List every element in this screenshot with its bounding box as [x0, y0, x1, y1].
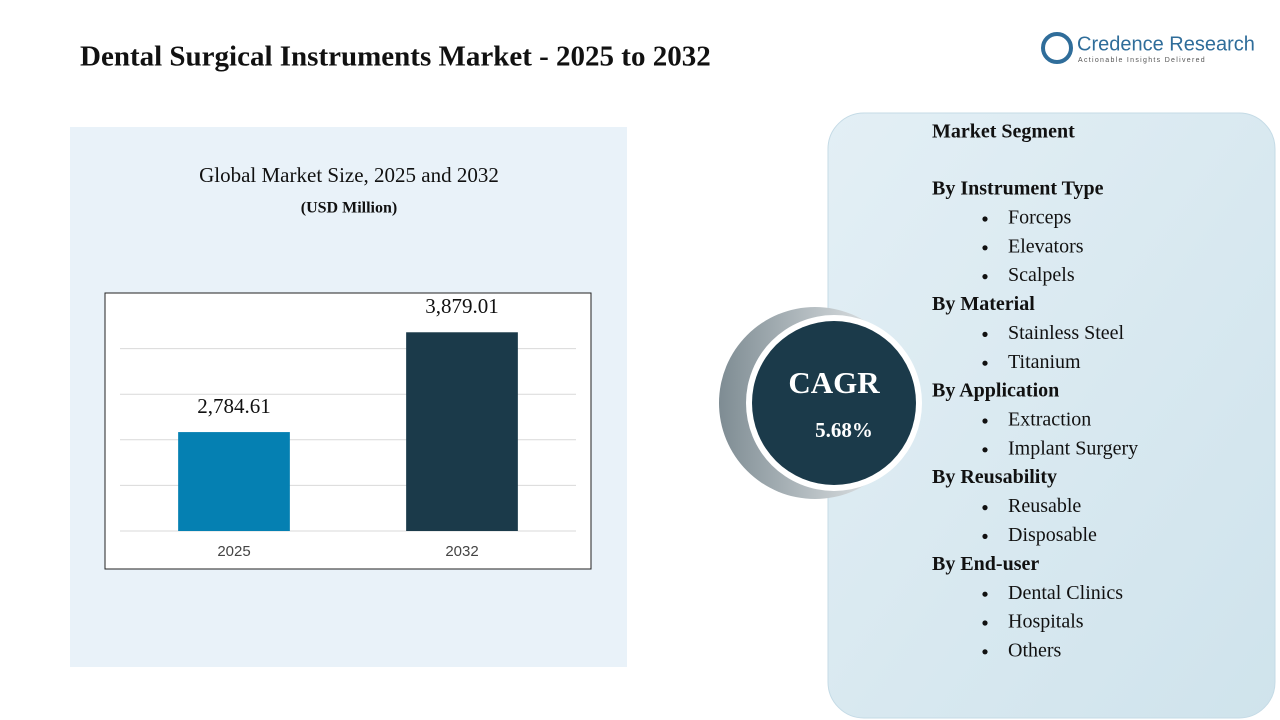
segment-item: Stainless Steel	[1008, 322, 1125, 344]
logo-name: Credence Research	[1077, 33, 1255, 55]
bullet	[982, 418, 988, 424]
bullet	[982, 505, 988, 511]
segment-group: By Application	[932, 380, 1059, 402]
bullet	[982, 245, 988, 251]
segment-title: Market Segment	[932, 121, 1075, 143]
cagr-circle	[752, 321, 916, 485]
bullet	[982, 274, 988, 280]
logo: Credence Research Actionable Insights De…	[1041, 32, 1255, 64]
bullet	[982, 620, 988, 626]
x-tick-label: 2025	[217, 543, 250, 560]
segment-item: Dental Clinics	[1008, 582, 1123, 604]
bullet	[982, 360, 988, 366]
segment-item: Reusable	[1008, 495, 1081, 517]
segment-item: Elevators	[1008, 235, 1084, 257]
chart-title: Global Market Size, 2025 and 2032	[199, 163, 499, 187]
logo-tagline: Actionable Insights Delivered	[1078, 57, 1206, 64]
chart-subtitle: (USD Million)	[301, 200, 397, 217]
segment-item: Titanium	[1008, 351, 1081, 373]
bullet	[982, 649, 988, 655]
x-tick-label: 2032	[445, 543, 478, 560]
segment-group: By End-user	[932, 553, 1039, 575]
chart-frame	[104, 292, 592, 570]
segment-list: Market Segment By Instrument Type Forceps E…	[932, 121, 1138, 662]
cagr-label: CAGR	[788, 365, 880, 400]
bullet	[982, 533, 988, 540]
segment-item: Scalpels	[1008, 264, 1075, 286]
plot: 2,784.61 2025 3,879.01 2032	[120, 294, 576, 560]
segment-group: By Reusability	[932, 466, 1057, 488]
segment-item: Disposable	[1008, 524, 1097, 546]
bullet	[982, 591, 988, 597]
value-label: 2,784.61	[197, 394, 271, 418]
segment-group: By Instrument Type	[932, 178, 1104, 200]
bullet	[982, 216, 988, 222]
bar	[178, 432, 290, 531]
segment-item: Hospitals	[1008, 611, 1084, 633]
segment-item: Forceps	[1008, 207, 1072, 229]
segment-item: Extraction	[1008, 409, 1091, 431]
bullet	[982, 331, 988, 337]
segment-item: Others	[1008, 639, 1062, 661]
logo-icon	[1041, 32, 1073, 64]
page-title: Dental Surgical Instruments Market - 202…	[80, 41, 711, 73]
segment-item: Implant Surgery	[1008, 437, 1138, 459]
bar	[406, 332, 518, 531]
segment-group: By Material	[932, 293, 1035, 315]
bullet	[982, 447, 988, 453]
cagr-value: 5.68%	[815, 418, 873, 442]
value-label: 3,879.01	[425, 294, 499, 318]
